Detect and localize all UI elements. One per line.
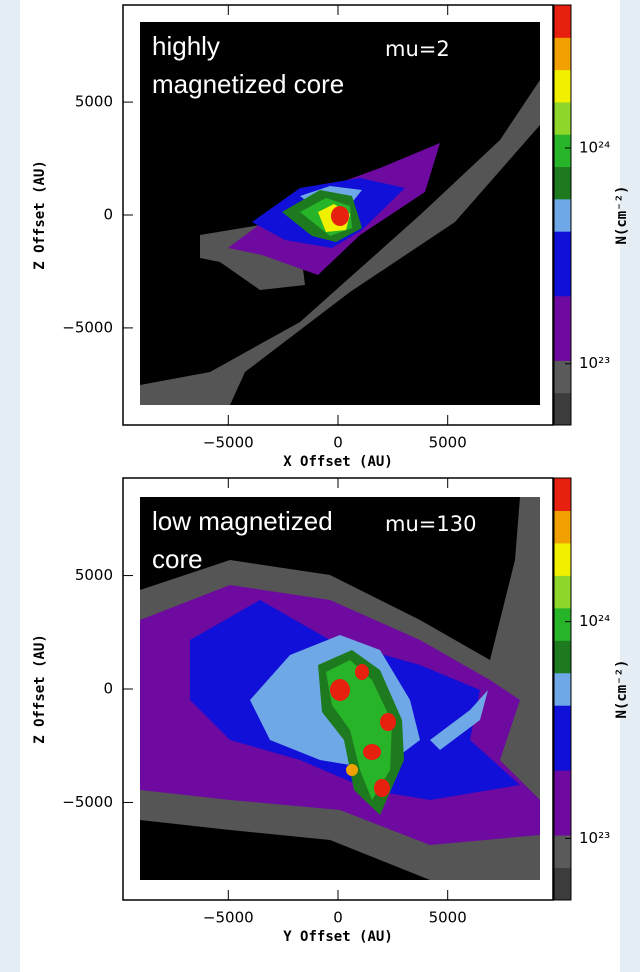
colorbar-band bbox=[554, 69, 571, 103]
colorbar-label: N(cm⁻²) bbox=[614, 659, 630, 718]
colorbar-band bbox=[554, 231, 571, 264]
x-tick-label: 5000 bbox=[429, 909, 467, 927]
panel-title: highly bbox=[152, 31, 220, 61]
colorbar-band bbox=[554, 360, 571, 394]
y-tick-label: −5000 bbox=[62, 318, 113, 336]
colorbar-tick-label: 10²⁴ bbox=[579, 612, 610, 630]
annotation: mu=2 bbox=[385, 37, 450, 61]
colorbar-band bbox=[554, 607, 571, 641]
colorbar-band bbox=[554, 737, 571, 771]
panel-title: core bbox=[152, 544, 203, 574]
y-tick-label: 0 bbox=[103, 206, 113, 224]
colorbar-band bbox=[554, 575, 571, 609]
colorbar-band bbox=[554, 392, 571, 426]
colorbar-band bbox=[554, 672, 571, 706]
colorbar-band bbox=[554, 263, 571, 297]
colorbar-band bbox=[554, 101, 571, 135]
colorbar-band bbox=[554, 478, 571, 511]
panel-title: magnetized core bbox=[152, 69, 344, 99]
x-tick-label: 5000 bbox=[429, 434, 467, 452]
map-top bbox=[140, 22, 540, 405]
map-bottom bbox=[140, 497, 540, 880]
colorbar-band bbox=[554, 295, 571, 329]
colorbar-band bbox=[554, 705, 571, 739]
colorbar-tick-label: 10²³ bbox=[579, 354, 610, 372]
y-tick-label: 5000 bbox=[75, 566, 113, 584]
y-tick-label: −5000 bbox=[62, 793, 113, 811]
colorbar-tick-label: 10²³ bbox=[579, 829, 610, 847]
x-tick-label: −5000 bbox=[203, 434, 254, 452]
colorbar-band bbox=[554, 37, 571, 71]
x-axis-label: X Offset (AU) bbox=[283, 454, 393, 470]
x-tick-label: 0 bbox=[333, 909, 343, 927]
colorbar-band bbox=[554, 328, 571, 361]
y-tick-label: 0 bbox=[103, 680, 113, 698]
colorbar-label: N(cm⁻²) bbox=[614, 185, 630, 244]
y-axis-label: Z Offset (AU) bbox=[32, 634, 48, 744]
colorbar-band bbox=[554, 5, 571, 38]
x-tick-label: 0 bbox=[333, 434, 343, 452]
colorbar-band bbox=[554, 770, 571, 804]
colorbar-band bbox=[554, 542, 571, 576]
x-axis-label: Y Offset (AU) bbox=[283, 929, 393, 945]
y-axis-label: Z Offset (AU) bbox=[32, 160, 48, 270]
annotation: mu=130 bbox=[385, 512, 476, 536]
colorbar-frame bbox=[553, 477, 572, 901]
colorbar-band bbox=[554, 510, 571, 544]
colorbar-band bbox=[554, 802, 571, 836]
y-tick-label: 5000 bbox=[75, 93, 113, 111]
colorbar-band bbox=[554, 835, 571, 869]
colorbar-band bbox=[554, 867, 571, 901]
colorbar-tick-label: 10²⁴ bbox=[579, 138, 610, 156]
colorbar-frame bbox=[553, 4, 572, 426]
colorbar-band bbox=[554, 198, 571, 232]
colorbar-band bbox=[554, 640, 571, 674]
colorbar-band bbox=[554, 134, 571, 168]
x-tick-label: −5000 bbox=[203, 909, 254, 927]
colorbar-band bbox=[554, 166, 571, 200]
panel-title: low magnetized bbox=[152, 506, 333, 536]
